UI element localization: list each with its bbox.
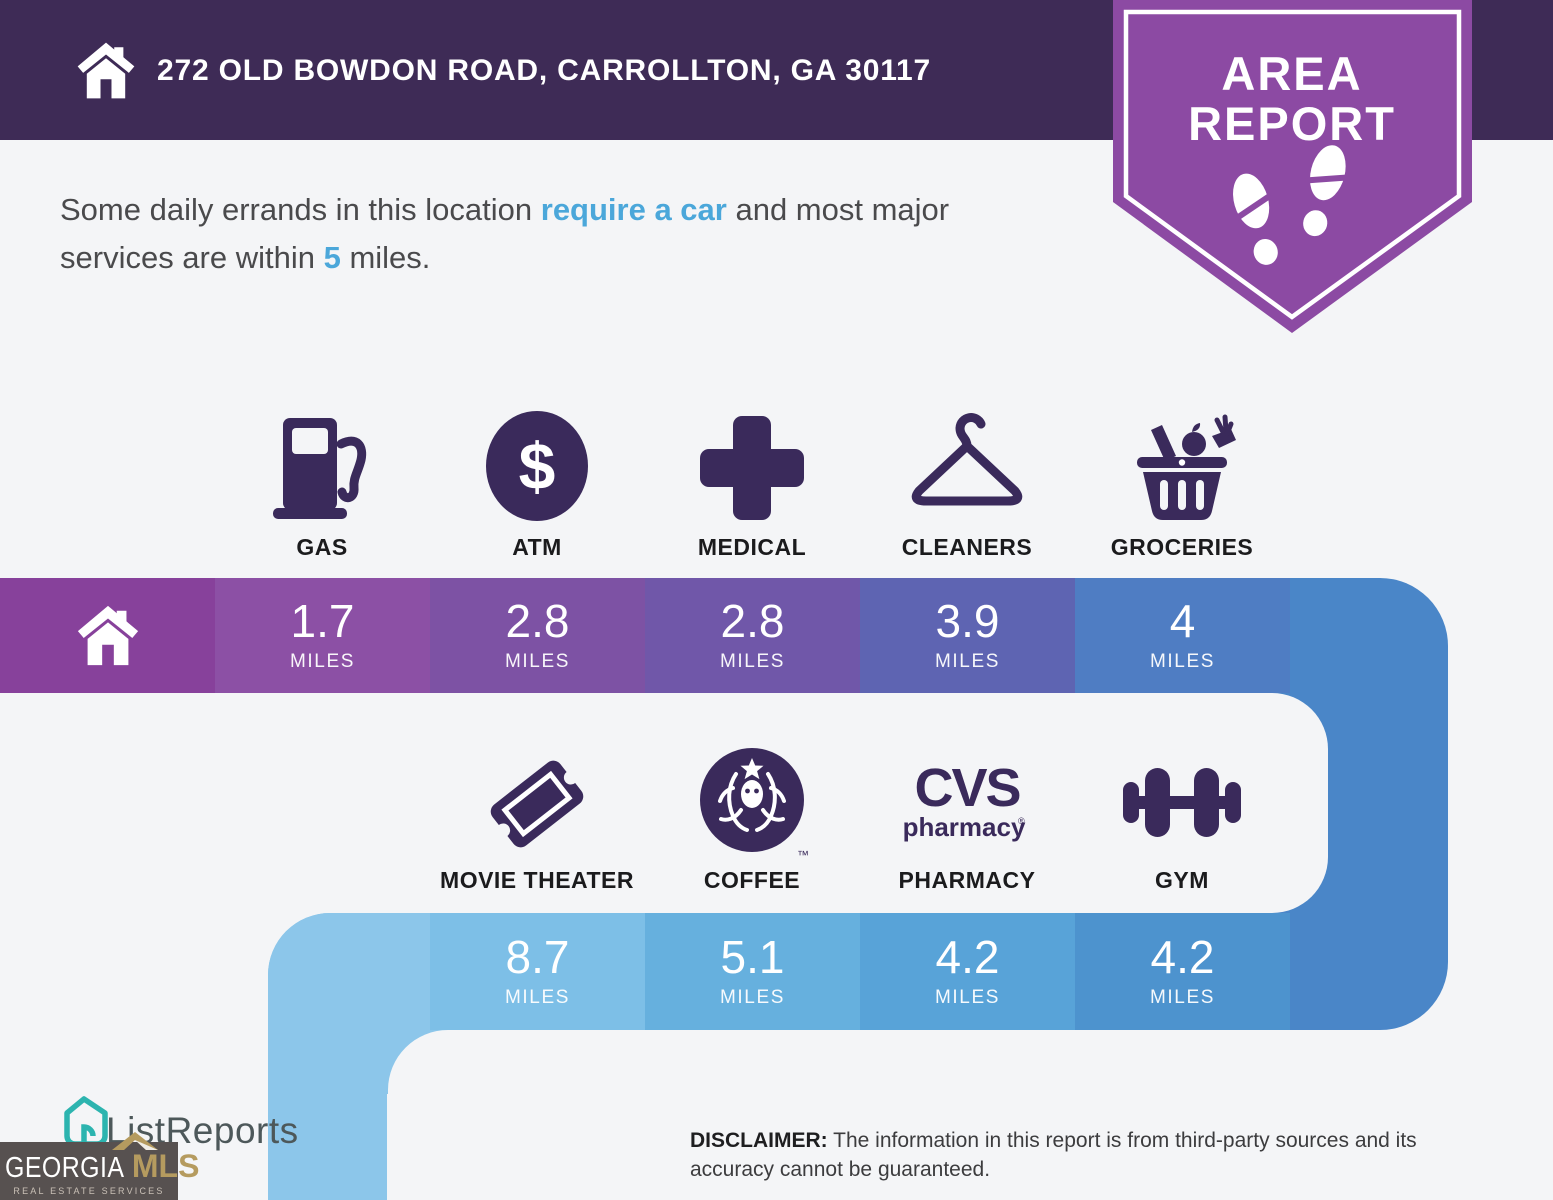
distance-value: 5.1 — [720, 931, 785, 983]
cvs-wordmark: CVS — [914, 758, 1019, 818]
starbucks-logo-icon: ™ — [700, 748, 809, 862]
distance-unit: MILES — [1149, 651, 1216, 672]
grocery-basket-icon — [1137, 414, 1236, 520]
distance-value: 4 — [1169, 595, 1196, 647]
distance-unit: MILES — [934, 651, 1001, 672]
disclaimer-label: DISCLAIMER: — [690, 1129, 828, 1152]
intro-seg2: and most major — [726, 192, 950, 227]
disclaimer-text: DISCLAIMER: The information in this repo… — [690, 1126, 1495, 1185]
distance-value: 2.8 — [720, 595, 785, 647]
distance-cell-gym: 4.2 MILES — [1075, 913, 1290, 1030]
footprints-icon — [1233, 145, 1348, 265]
amenity-label-atm: ATM — [512, 534, 562, 560]
amenity-label-gym: GYM — [1155, 867, 1209, 893]
amenity-label-coffee: COFFEE — [703, 867, 801, 893]
intro-seg1: Some daily errands in this location — [60, 192, 541, 227]
distance-cell-gas: 1.7 MILES — [215, 578, 430, 693]
home-icon — [77, 42, 135, 99]
distance-unit: MILES — [504, 987, 571, 1008]
intro-seg3: services are within — [60, 240, 324, 276]
mls-name-mls: MLS — [131, 1148, 200, 1184]
property-address: 272 OLD BOWDON ROAD, CARROLLTON, GA 3011… — [157, 54, 932, 87]
distance-cell-movie-theater: 8.7 MILES — [430, 913, 645, 1030]
distance-cell-medical: 2.8 MILES — [645, 578, 860, 693]
movie-ticket-icon — [490, 760, 584, 848]
atm-icon: $ — [486, 411, 588, 521]
distance-unit: MILES — [934, 987, 1001, 1008]
intro-seg4: miles. — [340, 240, 431, 276]
distance-cell-groceries: 4 MILES — [1075, 578, 1290, 693]
distance-unit: MILES — [719, 651, 786, 672]
intro-text: Some daily errands in this location requ… — [60, 186, 1090, 282]
mls-tagline: REAL ESTATE SERVICES — [13, 1186, 165, 1196]
disclaimer-body: The information in this report is from t… — [690, 1129, 1417, 1182]
distance-value: 4.2 — [935, 931, 1000, 983]
distance-value: 2.8 — [505, 595, 570, 647]
distance-cell-cleaners: 3.9 MILES — [860, 578, 1075, 693]
distance-cell-coffee: 5.1 MILES — [645, 913, 860, 1030]
distance-value: 4.2 — [1150, 931, 1215, 983]
amenity-label-gas: GAS — [296, 534, 348, 560]
mls-name-georgia: GEORGIA — [5, 1152, 125, 1184]
distance-unit: MILES — [1149, 987, 1216, 1008]
dollar-glyph: $ — [519, 429, 556, 503]
amenity-label-pharmacy: PHARMACY — [898, 867, 1036, 893]
distance-value: 8.7 — [505, 931, 570, 983]
mls-name-row: GEORGIA MLS — [5, 1148, 199, 1185]
pharmacy-wordmark: pharmacy — [903, 812, 1026, 842]
band2-left-cap — [268, 913, 430, 1030]
mls-mountain-icon — [112, 1132, 158, 1150]
cvs-pharmacy-logo-icon: CVS pharmacy ® — [903, 758, 1026, 842]
disclaimer-panel — [388, 1030, 1553, 1200]
hanger-icon — [911, 413, 1023, 506]
distance-unit: MILES — [719, 987, 786, 1008]
medical-cross-icon — [700, 416, 804, 520]
intro-highlight-miles: 5 — [323, 240, 341, 276]
georgia-mls-logo: GEORGIA MLS REAL ESTATE SERVICES — [0, 1132, 199, 1200]
trademark-glyph: ™ — [797, 848, 809, 862]
distance-value: 3.9 — [935, 595, 1000, 647]
distance-unit: MILES — [289, 651, 356, 672]
amenity-label-cleaners: CLEANERS — [901, 534, 1033, 560]
intro-highlight-car: require a car — [540, 192, 727, 227]
amenity-label-medical: MEDICAL — [697, 534, 807, 560]
dumbbell-icon — [1123, 768, 1241, 837]
registered-glyph: ® — [1018, 816, 1025, 826]
home-band-icon — [77, 605, 138, 665]
header-bar: 272 OLD BOWDON ROAD, CARROLLTON, GA 3011… — [0, 0, 1553, 140]
home-band-cell — [0, 578, 215, 693]
distance-cell-pharmacy: 4.2 MILES — [860, 913, 1075, 1030]
distance-unit: MILES — [504, 651, 571, 672]
gas-icon — [273, 418, 367, 519]
amenity-label-movie-theater: MOVIE THEATER — [440, 867, 634, 893]
distance-cell-atm: 2.8 MILES — [430, 578, 645, 693]
distance-value: 1.7 — [290, 595, 355, 647]
amenity-label-groceries: GROCERIES — [1110, 534, 1254, 560]
